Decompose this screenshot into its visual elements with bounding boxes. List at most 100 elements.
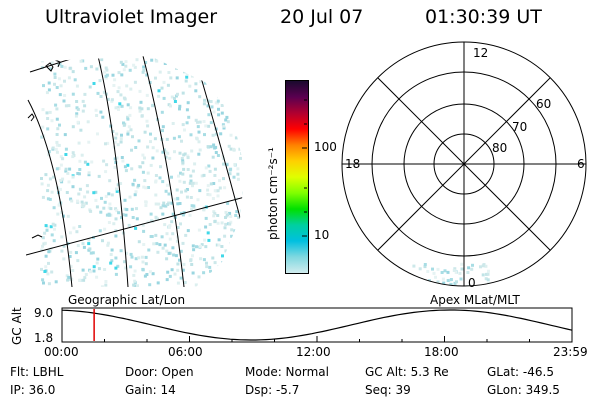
emission-pixel <box>98 79 102 83</box>
emission-pixel <box>151 103 155 107</box>
emission-pixel <box>166 270 170 274</box>
emission-pixel <box>40 135 44 139</box>
colorbar-tick-100: 100 <box>314 140 337 154</box>
emission-pixel <box>122 123 126 127</box>
emission-pixel <box>163 243 167 247</box>
emission-pixel <box>100 285 104 287</box>
emission-pixel <box>217 107 220 111</box>
emission-pixel <box>190 149 194 153</box>
filter-info: Flt: LBHL <box>10 365 64 379</box>
emission-pixel <box>181 213 185 217</box>
emission-pixel <box>166 203 170 206</box>
altitude-min-label: 1.8 <box>34 331 54 345</box>
emission-pixel <box>229 147 233 151</box>
emission-pixel <box>191 254 194 258</box>
emission-pixel <box>75 100 79 103</box>
emission-pixel <box>104 283 108 287</box>
emission-pixel <box>123 97 127 101</box>
emission-pixel <box>147 248 151 252</box>
emission-pixel <box>58 123 61 127</box>
emission-pixel <box>123 198 127 202</box>
emission-pixel <box>54 103 58 107</box>
emission-pixel <box>142 68 146 72</box>
emission-pixel <box>102 90 106 94</box>
emission-pixel <box>82 202 86 206</box>
emission-pixel <box>209 269 212 273</box>
emission-pixel <box>45 111 49 115</box>
emission-pixel <box>176 226 180 229</box>
emission-pixel <box>149 163 153 167</box>
emission-pixel <box>65 274 69 278</box>
emission-pixel <box>50 119 54 123</box>
emission-pixel <box>202 102 206 106</box>
emission-pixel <box>150 58 154 62</box>
emission-pixel <box>78 159 82 163</box>
emission-pixel <box>176 262 180 266</box>
emission-pixel <box>237 216 241 220</box>
emission-pixel <box>44 265 48 269</box>
emission-pixel <box>212 214 216 218</box>
emission-pixel <box>133 65 137 69</box>
emission-pixel <box>216 214 220 217</box>
emission-pixel <box>105 73 109 77</box>
emission-pixel <box>145 119 149 123</box>
emission-pixel <box>222 126 226 130</box>
emission-pixel <box>72 226 76 230</box>
emission-pixel <box>76 120 80 124</box>
emission-pixel <box>236 177 240 181</box>
emission-pixel <box>196 120 199 124</box>
emission-pixel <box>87 171 91 175</box>
emission-pixel <box>105 163 109 167</box>
emission-pixel <box>134 257 138 261</box>
emission-pixel <box>213 167 217 171</box>
emission-pixel <box>104 76 108 80</box>
emission-pixel <box>115 187 118 191</box>
dsp-info: Dsp: -5.7 <box>245 383 300 397</box>
emission-pixel <box>52 175 55 179</box>
emission-pixel <box>214 145 218 149</box>
emission-pixel <box>184 189 188 193</box>
emission-pixel <box>453 267 457 271</box>
emission-pixel <box>144 204 148 207</box>
emission-pixel <box>41 108 45 112</box>
emission-pixel <box>219 132 223 136</box>
emission-pixel <box>146 107 150 111</box>
emission-pixel <box>136 185 140 189</box>
emission-pixel <box>160 235 164 239</box>
emission-pixel <box>220 221 224 225</box>
emission-pixel <box>154 202 158 206</box>
emission-pixel <box>80 200 84 204</box>
emission-pixel <box>76 244 80 248</box>
emission-pixel <box>94 108 98 112</box>
emission-pixel <box>78 278 82 282</box>
emission-pixel <box>126 103 130 107</box>
emission-pixel <box>175 188 179 192</box>
emission-pixel <box>43 241 47 245</box>
emission-pixel <box>106 141 110 145</box>
emission-pixel <box>181 172 185 176</box>
apex-panel-label: Apex MLat/MLT <box>430 293 520 307</box>
emission-pixel <box>161 129 164 133</box>
emission-pixel <box>57 166 61 170</box>
emission-pixel <box>115 209 119 213</box>
emission-pixel <box>197 228 201 232</box>
emission-pixel <box>216 99 220 103</box>
emission-pixel <box>158 243 162 247</box>
emission-pixel <box>126 163 130 167</box>
emission-pixel <box>110 99 114 103</box>
emission-pixel <box>176 197 180 201</box>
emission-pixel <box>42 84 45 88</box>
emission-pixel <box>217 113 221 117</box>
emission-pixel <box>130 167 134 171</box>
emission-pixel <box>155 149 159 153</box>
emission-pixel <box>76 107 80 111</box>
colorbar-tick-10: 10 <box>314 228 330 242</box>
emission-pixel <box>173 272 177 276</box>
emission-pixel <box>114 256 118 260</box>
emission-pixel <box>209 145 213 149</box>
latitude-line <box>26 196 245 256</box>
emission-pixel <box>194 283 198 287</box>
emission-pixel <box>179 171 182 175</box>
emission-pixel <box>74 114 78 118</box>
